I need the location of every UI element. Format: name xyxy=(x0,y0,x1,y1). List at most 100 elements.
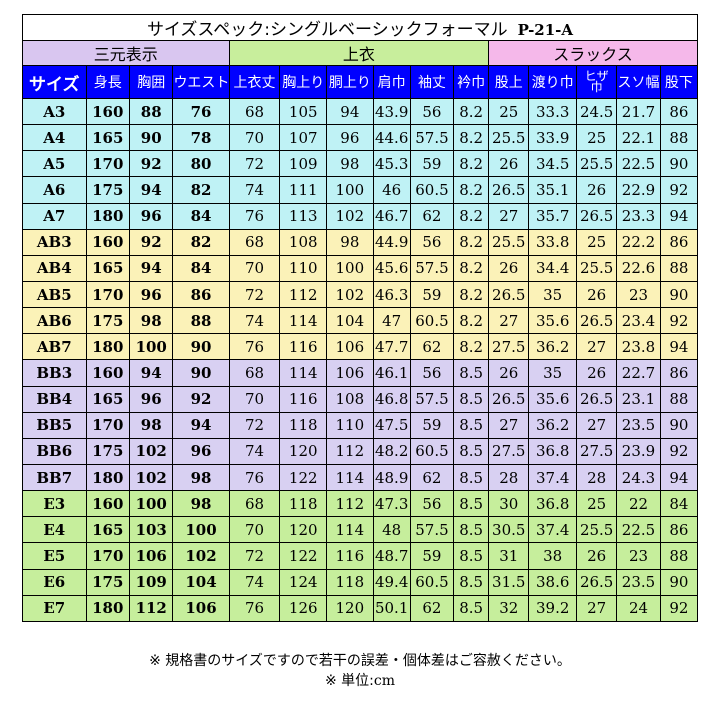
value-cell: 25.5 xyxy=(488,228,530,256)
value-cell: 100 xyxy=(326,254,374,282)
value-cell: 39.2 xyxy=(528,594,578,623)
value-cell: 25.5 xyxy=(576,254,618,282)
size-cell: AB4 xyxy=(22,254,87,282)
value-cell: 180 xyxy=(85,594,131,623)
value-cell: 112 xyxy=(279,280,328,309)
size-cell: A4 xyxy=(22,124,87,152)
value-cell: 70 xyxy=(228,385,281,413)
value-cell: 120 xyxy=(279,437,328,465)
value-cell: 94 xyxy=(659,202,699,230)
size-cell: BB5 xyxy=(22,411,87,439)
value-cell: 90 xyxy=(659,280,699,309)
value-cell: 26.5 xyxy=(576,385,618,413)
value-cell: 37.4 xyxy=(528,516,578,544)
value-cell: 8.2 xyxy=(453,97,490,126)
col-header-size: サイズ xyxy=(22,65,87,99)
value-cell: 108 xyxy=(279,228,328,256)
value-cell: 27.5 xyxy=(488,437,530,465)
value-cell: 114 xyxy=(326,516,374,544)
value-cell: 26.5 xyxy=(576,568,618,596)
value-cell: 102 xyxy=(128,437,174,465)
value-cell: 8.5 xyxy=(453,385,490,413)
value-cell: 8.5 xyxy=(453,594,490,623)
value-cell: 88 xyxy=(659,385,699,413)
value-cell: 26.5 xyxy=(576,307,618,335)
value-cell: 88 xyxy=(659,542,699,570)
size-cell: E6 xyxy=(22,568,87,596)
value-cell: 122 xyxy=(279,542,328,570)
value-cell: 82 xyxy=(172,176,230,204)
value-cell: 103 xyxy=(128,516,174,544)
value-cell: 84 xyxy=(172,254,230,282)
value-cell: 34.5 xyxy=(528,150,578,178)
value-cell: 60.5 xyxy=(409,176,455,204)
table-row: E5 170 106 102 72 122 116 48.7 59 8.5 31 38 26 23 88 xyxy=(22,542,699,570)
value-cell: 72 xyxy=(228,280,281,309)
col-header-collar: 衿巾 xyxy=(453,65,490,99)
title-text: サイズスペック:シングルベーシックフォーマル xyxy=(146,20,508,40)
size-cell: BB3 xyxy=(22,359,87,387)
table-row: AB3 160 92 82 68 108 98 44.9 56 8.2 25.5 33.8 25 22.2… xyxy=(22,228,699,256)
value-cell: 47.5 xyxy=(372,411,411,439)
value-cell: 180 xyxy=(85,333,131,361)
table-row: A6 175 94 82 74 111 100 46 60.5 8.2 26.5 35.1 26 22.9… xyxy=(22,176,699,204)
value-cell: 44.6 xyxy=(372,124,411,152)
product-code: P-21-A xyxy=(517,21,574,39)
value-cell: 170 xyxy=(85,280,131,309)
value-cell: 62 xyxy=(409,202,455,230)
value-cell: 38 xyxy=(528,542,578,570)
value-cell: 111 xyxy=(279,176,328,204)
value-cell: 118 xyxy=(279,490,328,518)
value-cell: 28 xyxy=(576,463,618,492)
value-cell: 68 xyxy=(228,97,281,126)
value-cell: 57.5 xyxy=(409,385,455,413)
value-cell: 8.2 xyxy=(453,333,490,361)
value-cell: 92 xyxy=(659,594,699,623)
unit-value: cm xyxy=(373,673,396,689)
value-cell: 25 xyxy=(576,124,618,152)
size-cell: A6 xyxy=(22,176,87,204)
value-cell: 70 xyxy=(228,124,281,152)
size-cell: E7 xyxy=(22,594,87,623)
size-cell: BB4 xyxy=(22,385,87,413)
value-cell: 30.5 xyxy=(488,516,530,544)
value-cell: 32 xyxy=(488,594,530,623)
value-cell: 76 xyxy=(228,333,281,361)
table-row: AB6 175 98 88 74 114 104 47 60.5 8.2 27 35.6 26.5 23.… xyxy=(22,307,699,335)
table-row: E4 165 103 100 70 120 114 48 57.5 8.5 30.5 37.4 25.5… xyxy=(22,516,699,544)
value-cell: 76 xyxy=(228,463,281,492)
col-header-height: 身長 xyxy=(85,65,131,99)
value-cell: 116 xyxy=(279,385,328,413)
value-cell: 46.1 xyxy=(372,359,411,387)
value-cell: 70 xyxy=(228,254,281,282)
value-cell: 86 xyxy=(659,228,699,256)
value-cell: 26 xyxy=(576,542,618,570)
value-cell: 26.5 xyxy=(488,385,530,413)
col-header-knee-bottom: 巾 xyxy=(590,80,603,94)
value-cell: 22.6 xyxy=(616,254,661,282)
table-row: E3 160 100 98 68 118 112 47.3 56 8.5 30 36.8 25 22 84 xyxy=(22,490,699,518)
value-cell: 98 xyxy=(128,411,174,439)
value-cell: 72 xyxy=(228,411,281,439)
value-cell: 22.1 xyxy=(616,124,661,152)
value-cell: 78 xyxy=(172,124,230,152)
size-cell: AB7 xyxy=(22,333,87,361)
value-cell: 34.4 xyxy=(528,254,578,282)
value-cell: 23.3 xyxy=(616,202,661,230)
col-header-rise: 股上 xyxy=(488,65,530,99)
value-cell: 8.2 xyxy=(453,280,490,309)
table-row: AB4 165 94 84 70 110 100 45.6 57.5 8.2 26 34.4 25.5 2… xyxy=(22,254,699,282)
value-cell: 27 xyxy=(576,411,618,439)
value-cell: 25.5 xyxy=(488,124,530,152)
size-cell: AB6 xyxy=(22,307,87,335)
value-cell: 23.5 xyxy=(616,411,661,439)
col-header-chest: 胸囲 xyxy=(128,65,174,99)
value-cell: 26 xyxy=(488,359,530,387)
size-spec-table: サイズスペック:シングルベーシックフォーマル P-21-A 三元表示 上衣 スラッ… xyxy=(22,14,699,623)
value-cell: 100 xyxy=(326,176,374,204)
col-header-shoulder: 肩巾 xyxy=(372,65,411,99)
value-cell: 113 xyxy=(279,202,328,230)
table-row: A3 160 88 76 68 105 94 43.9 56 8.2 25 33.3 24.5 21.7 8… xyxy=(22,97,699,126)
value-cell: 102 xyxy=(326,202,374,230)
value-cell: 36.2 xyxy=(528,411,578,439)
